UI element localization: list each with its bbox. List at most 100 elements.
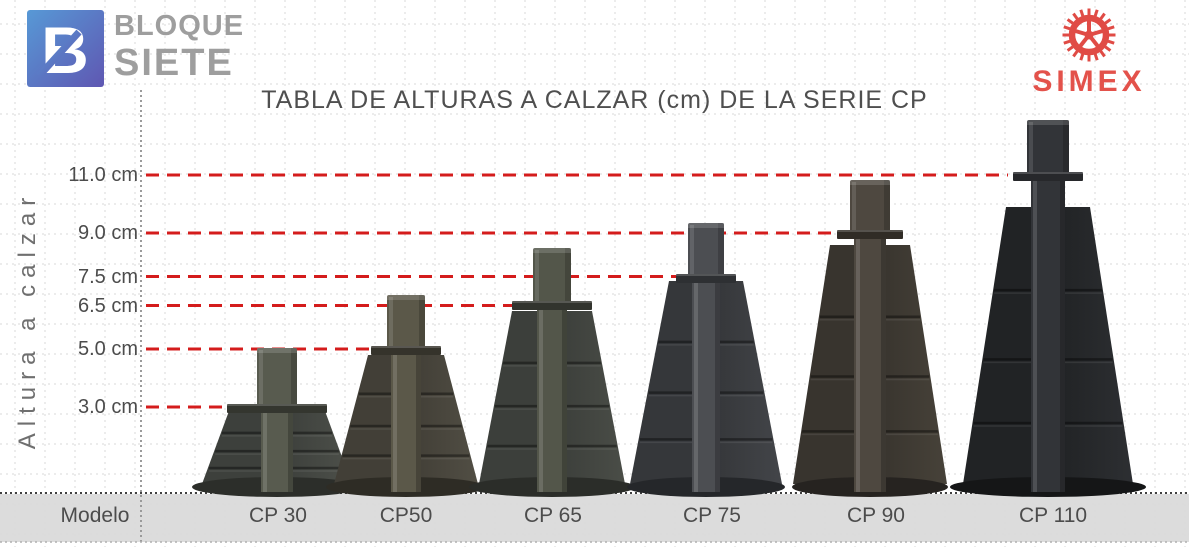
product-cp-110 — [950, 120, 1146, 497]
gear-tooth — [1107, 25, 1115, 31]
stem-top-block — [850, 180, 890, 238]
support-plate — [512, 301, 592, 310]
brand-name-line2: SIETE — [114, 42, 234, 84]
support-plate — [837, 230, 903, 239]
model-label-cp50: CP50 — [379, 504, 433, 527]
gear-tooth — [1104, 18, 1112, 25]
block-shadow — [565, 248, 571, 309]
support-plate — [1013, 172, 1083, 181]
model-label-cp-75: CP 75 — [683, 504, 741, 527]
plate-highlight — [837, 230, 903, 232]
bloque-siete-logo: B BLOQUE SIETE — [27, 10, 244, 87]
stem-top-block — [387, 295, 425, 354]
block-shadow — [884, 180, 890, 238]
product-stem — [692, 277, 720, 492]
brand-text: BLOQUE SIETE — [114, 10, 244, 87]
block-shadow — [718, 223, 724, 282]
stem-highlight — [393, 349, 397, 492]
gear-tooth — [1079, 53, 1085, 61]
product-stem — [261, 407, 293, 492]
gear-tooth — [1093, 53, 1099, 61]
stem-highlight — [694, 277, 698, 492]
y-tick-label: 5.0 cm — [77, 338, 138, 360]
y-axis-title: Altura a calzar — [14, 190, 41, 450]
gear-tooth — [1066, 45, 1074, 52]
product-cp-30 — [192, 348, 362, 497]
plate-highlight — [512, 301, 592, 303]
block-highlight — [535, 250, 539, 306]
gear-tooth — [1072, 12, 1079, 20]
support-plate — [227, 404, 327, 413]
gear-tooth — [1066, 18, 1074, 25]
gear-tooth — [1107, 39, 1115, 45]
product-stem — [1031, 175, 1065, 492]
gear-tooth — [1099, 50, 1106, 58]
model-label-cp-110: CP 110 — [1018, 504, 1088, 527]
stem-shadow — [1060, 175, 1065, 492]
simex-logo: SIMEX — [1014, 6, 1164, 99]
product-stem — [537, 304, 567, 492]
stem-shadow — [715, 277, 720, 492]
block-highlight — [259, 350, 263, 409]
y-tick-label: 3.0 cm — [77, 396, 138, 418]
brand-name-line1: BLOQUE — [114, 10, 245, 42]
stem-shadow — [562, 304, 567, 492]
support-plate — [676, 274, 736, 283]
y-tick-label: 9.0 cm — [77, 222, 138, 244]
gear-tooth — [1063, 39, 1071, 45]
gear-tooth — [1093, 9, 1099, 17]
block-shadow — [291, 348, 297, 412]
gear-tooth — [1104, 45, 1112, 52]
product-cp-75 — [627, 223, 785, 497]
stem-top-block — [533, 248, 571, 309]
block-top-cap — [850, 180, 890, 185]
gear-tooth — [1099, 12, 1106, 20]
product-stem — [391, 349, 421, 492]
block-top-cap — [688, 223, 724, 228]
model-label-cp-90: CP 90 — [847, 504, 905, 527]
block-shadow — [1063, 120, 1069, 180]
plate-highlight — [676, 274, 736, 276]
stem-top-block — [1027, 120, 1069, 180]
y-tick-label: 6.5 cm — [77, 294, 138, 317]
gear-tooth — [1063, 25, 1071, 31]
support-plate — [371, 346, 441, 355]
product-stem — [854, 233, 886, 492]
gear-tooth — [1079, 9, 1085, 17]
product-cp-65 — [469, 248, 635, 497]
model-label-cp-65: CP 65 — [524, 504, 582, 527]
b7-logo-icon: B — [27, 10, 104, 87]
y-tick-label: 11.0 cm — [68, 164, 138, 186]
stem-shadow — [288, 407, 293, 492]
plate-highlight — [371, 346, 441, 348]
block-highlight — [389, 297, 393, 351]
stem-top-block — [257, 348, 297, 412]
block-top-cap — [1027, 120, 1069, 125]
product-cp-90 — [792, 180, 948, 497]
plate-highlight — [1013, 172, 1083, 174]
stem-highlight — [263, 407, 267, 492]
model-row-label: Modelo — [60, 504, 130, 527]
block-top-cap — [387, 295, 425, 300]
stem-top-block — [688, 223, 724, 282]
block-top-cap — [533, 248, 571, 253]
model-label-cp-30: CP 30 — [249, 504, 307, 527]
stem-shadow — [881, 233, 886, 492]
product-cp50 — [326, 295, 486, 497]
y-tick-label: 7.5 cm — [77, 265, 138, 288]
plate-highlight — [227, 404, 327, 406]
gear-tooth — [1072, 50, 1079, 58]
simex-gear-icon — [1062, 8, 1116, 62]
block-shadow — [419, 295, 425, 354]
block-highlight — [690, 225, 694, 279]
stem-highlight — [539, 304, 543, 492]
stem-highlight — [1033, 175, 1037, 492]
stem-shadow — [416, 349, 421, 492]
block-top-cap — [257, 348, 297, 353]
block-highlight — [1029, 122, 1033, 177]
stem-highlight — [856, 233, 860, 492]
chart-title: TABLA DE ALTURAS A CALZAR (cm) DE LA SER… — [261, 86, 928, 114]
